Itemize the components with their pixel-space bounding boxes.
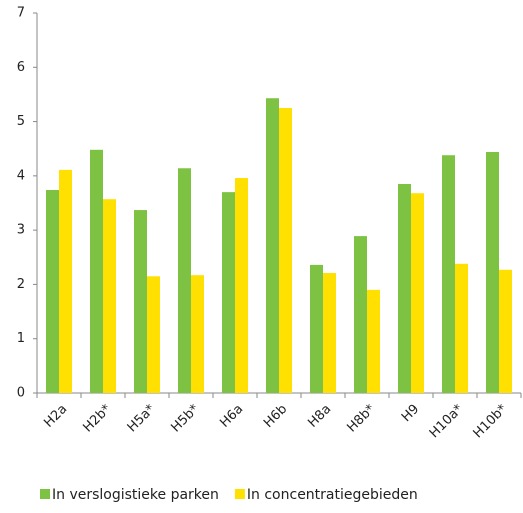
bar	[455, 263, 468, 393]
bar	[222, 192, 235, 393]
bar	[266, 98, 279, 393]
bar	[178, 168, 191, 393]
x-tick-label: H9	[399, 402, 422, 425]
y-tick-label: 2	[17, 277, 25, 292]
bar	[310, 264, 323, 393]
y-tick-label: 1	[17, 331, 25, 346]
legend-swatch	[40, 489, 50, 499]
bar	[59, 169, 72, 393]
bar	[279, 108, 292, 393]
bar	[486, 151, 499, 393]
bar	[442, 155, 455, 393]
x-tick-label: H2a	[41, 402, 70, 431]
legend-label: In verslogistieke parken	[52, 487, 219, 503]
y-tick-label: 4	[17, 168, 25, 183]
legend-swatch	[234, 489, 245, 499]
bar	[103, 199, 116, 393]
x-tick-label: H10a*	[427, 401, 467, 441]
y-tick-label: 3	[17, 223, 25, 238]
bar	[134, 210, 147, 393]
x-tick-label: H5a*	[125, 401, 159, 435]
bar	[398, 184, 411, 393]
bar	[367, 289, 380, 393]
legend-label: In concentratiegebieden	[247, 487, 418, 503]
x-tick-label: H8a	[305, 402, 334, 431]
y-tick-label: 6	[17, 60, 25, 75]
bar	[46, 189, 59, 393]
bar	[147, 276, 160, 393]
x-tick-label: H8b*	[344, 401, 378, 435]
y-tick-label: 7	[17, 6, 25, 21]
x-tick-label: H6a	[217, 402, 246, 431]
bar	[235, 178, 248, 393]
x-tick-label: H5b*	[168, 401, 202, 435]
bar	[90, 149, 103, 393]
bar	[323, 273, 336, 393]
bar	[499, 269, 512, 393]
y-tick-label: 0	[17, 386, 25, 401]
bar	[411, 193, 424, 393]
bar	[191, 275, 204, 393]
x-tick-label: H6b	[261, 402, 290, 431]
x-tick-label: H10b*	[471, 401, 511, 441]
y-tick-label: 5	[17, 114, 25, 129]
x-tick-label: H2b*	[80, 401, 114, 435]
bar	[354, 236, 367, 393]
